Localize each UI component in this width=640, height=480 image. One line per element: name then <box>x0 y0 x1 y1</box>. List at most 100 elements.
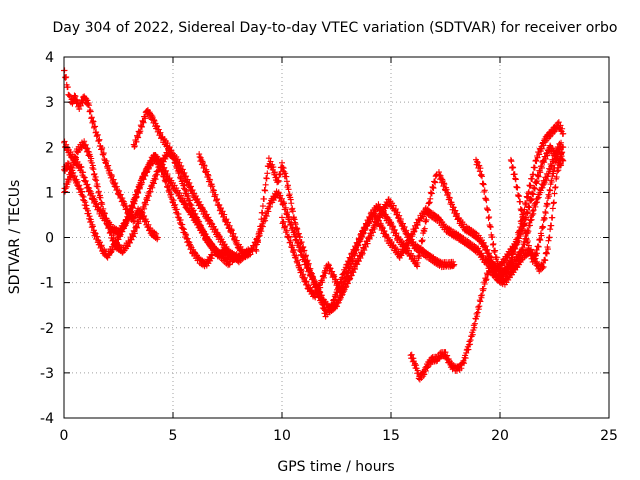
data-point <box>332 294 339 301</box>
data-point <box>77 185 84 192</box>
data-point <box>133 193 140 200</box>
data-point <box>221 211 228 218</box>
data-point <box>361 247 368 254</box>
data-point <box>89 223 96 230</box>
data-point <box>452 207 459 214</box>
data-point <box>393 230 400 237</box>
data-point <box>294 257 301 264</box>
data-point <box>135 220 142 227</box>
data-point <box>105 162 112 169</box>
data-point <box>305 260 312 267</box>
data-point <box>149 184 156 191</box>
data-point <box>357 255 364 262</box>
data-point <box>294 225 301 232</box>
data-point <box>419 237 426 244</box>
data-point <box>479 173 486 180</box>
data-point <box>317 284 324 291</box>
data-point <box>516 192 523 199</box>
data-point <box>514 184 521 191</box>
data-point <box>531 164 538 171</box>
data-point <box>90 227 97 234</box>
data-point <box>158 162 165 169</box>
data-point <box>461 360 468 367</box>
data-point <box>474 309 481 316</box>
data-point <box>550 199 557 206</box>
data-point <box>78 164 85 171</box>
data-point <box>524 209 531 216</box>
data-point <box>421 225 428 232</box>
data-point <box>99 201 106 208</box>
data-point <box>392 206 399 213</box>
data-point <box>329 268 336 275</box>
data-point <box>559 125 566 132</box>
data-point <box>289 224 296 231</box>
data-point <box>133 138 140 145</box>
data-point <box>66 92 73 99</box>
data-point <box>76 106 83 113</box>
data-point <box>296 234 303 241</box>
data-point <box>94 131 101 138</box>
data-point <box>201 162 208 169</box>
data-point <box>370 229 377 236</box>
data-point <box>122 222 129 229</box>
data-point <box>483 276 490 283</box>
chart-title: Day 304 of 2022, Sidereal Day-to-day VTE… <box>53 20 618 36</box>
data-point <box>161 171 168 178</box>
data-point <box>259 209 266 216</box>
data-point <box>214 196 221 203</box>
data-point <box>174 162 181 169</box>
data-point <box>540 224 547 231</box>
data-point <box>85 210 92 217</box>
data-point <box>103 158 110 165</box>
data-point <box>427 195 434 202</box>
data-point <box>64 84 71 91</box>
data-point <box>329 303 336 310</box>
data-point <box>100 150 107 157</box>
data-point <box>262 181 269 188</box>
data-point <box>517 224 524 231</box>
data-point <box>558 150 565 157</box>
data-point <box>270 164 277 171</box>
data-point <box>113 239 120 246</box>
data-point <box>159 167 166 174</box>
data-point <box>277 192 284 199</box>
data-point <box>265 155 272 162</box>
data-point <box>298 239 305 246</box>
data-point <box>542 155 549 162</box>
data-point <box>542 210 549 217</box>
data-point <box>289 208 296 215</box>
data-point <box>72 154 79 161</box>
data-point <box>66 93 73 100</box>
data-point <box>282 223 289 230</box>
data-point <box>525 242 532 249</box>
data-point <box>526 204 533 211</box>
data-point <box>334 279 341 286</box>
data-point <box>95 188 102 195</box>
data-point <box>480 285 487 292</box>
data-point <box>332 276 339 283</box>
data-point <box>526 222 533 229</box>
data-point <box>205 172 212 179</box>
data-point <box>518 207 525 214</box>
data-point <box>120 225 127 232</box>
data-point <box>138 123 145 130</box>
data-point <box>285 186 292 193</box>
data-point <box>126 212 133 219</box>
data-point <box>514 235 521 242</box>
data-point <box>471 320 478 327</box>
data-point <box>271 169 278 176</box>
data-point <box>225 219 232 226</box>
data-point <box>88 218 95 225</box>
data-point <box>331 298 338 305</box>
data-point <box>212 191 219 198</box>
data-point <box>396 212 403 219</box>
data-point <box>531 185 538 192</box>
data-point <box>263 175 270 182</box>
data-point <box>368 232 375 239</box>
data-point <box>540 142 547 149</box>
y-tick-label: -1 <box>40 276 54 292</box>
data-point <box>557 122 564 129</box>
data-point <box>178 173 185 180</box>
data-point <box>171 153 178 160</box>
data-point <box>256 230 263 237</box>
